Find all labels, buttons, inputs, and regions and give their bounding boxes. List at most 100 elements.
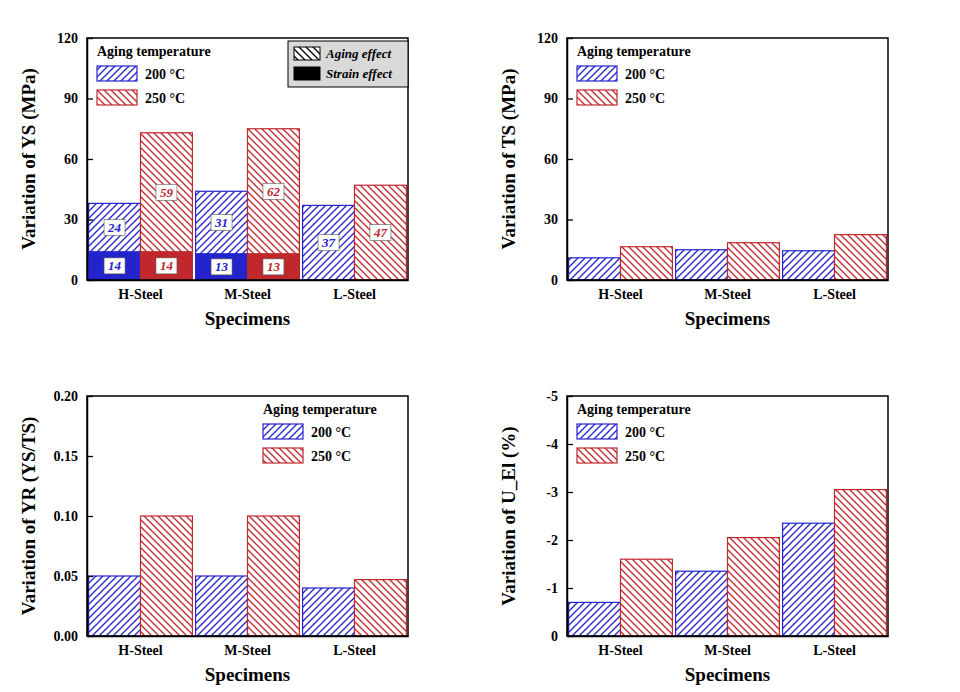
data-label-group: 14 — [156, 258, 177, 274]
x-tick-label: M-Steel — [704, 643, 751, 658]
x-axis: H-Steel M-Steel L-Steel — [88, 637, 409, 658]
x-axis-title: Specimens — [205, 664, 291, 685]
effects-legend: Aging effectStrain effect — [288, 41, 408, 87]
x-axis: H-SteelM-SteelL-Steel — [88, 281, 409, 302]
plot-area — [89, 129, 407, 280]
data-label-group: 13 — [263, 259, 284, 275]
data-label-box — [370, 225, 391, 241]
data-label-group: 62 — [263, 183, 284, 199]
y-axis-title: Variation of YS (MPa) — [18, 68, 40, 250]
x-axis-line — [88, 636, 409, 638]
y-tick-label: 0.05 — [54, 569, 79, 584]
panel: 0.000.050.100.150.20H-SteelM-SteelL-Stee… — [18, 389, 409, 685]
y-tick-label: 120 — [57, 31, 78, 46]
legend: Aging temperature200 °C250 °C — [97, 44, 211, 106]
x-tick: L-Steel — [813, 643, 856, 658]
y-tick-label: 120 — [537, 31, 558, 46]
y-tick-mark — [87, 159, 93, 160]
data-label: 37 — [321, 235, 336, 250]
x-tick: H-Steel — [118, 643, 162, 658]
x-axis-line — [568, 636, 889, 638]
y-tick-label: 0 — [551, 629, 558, 644]
bar — [783, 251, 835, 280]
data-label: 13 — [267, 259, 281, 274]
y-axis-title: Variation of U_El (%) — [498, 426, 520, 605]
legend-label: 250 °C — [311, 449, 351, 464]
legend-title: Aging temperature — [577, 402, 691, 417]
bar — [835, 235, 887, 280]
background — [0, 0, 960, 692]
bar-segment — [355, 185, 407, 280]
y-tick-label: 0 — [71, 273, 78, 288]
y-tick-label: 30 — [64, 212, 78, 227]
y-tick: -5 — [546, 389, 573, 404]
legend-swatch — [263, 424, 303, 439]
y-tick-mark — [87, 456, 93, 457]
data-label-group: 24 — [104, 220, 125, 236]
legend: Aging temperature200 °C250 °C — [263, 402, 377, 464]
y-tick-mark — [567, 588, 573, 589]
y-tick-mark — [87, 38, 93, 39]
y-tick-mark — [567, 38, 573, 39]
y-tick: -4 — [546, 437, 573, 452]
x-tick: L-Steel — [813, 287, 856, 302]
legend-label: 200 °C — [311, 425, 351, 440]
x-tick-label: M-Steel — [704, 287, 751, 302]
data-label-group: 13 — [211, 259, 232, 275]
x-tick-label: L-Steel — [813, 643, 856, 658]
panel: 0306090120H-SteelM-SteelL-SteelVariation… — [498, 31, 889, 329]
x-tick-label: M-Steel — [224, 643, 271, 658]
plot-frame — [87, 38, 408, 280]
legend: Aging temperature200 °C250 °C — [577, 44, 691, 106]
data-label-box — [104, 220, 125, 236]
legend: Aging temperature200 °C250 °C — [577, 402, 691, 464]
x-axis: H-SteelM-SteelL-Steel — [568, 281, 889, 302]
legend-label: 250 °C — [625, 449, 665, 464]
panel: 0-1-2-3-4-5H-SteelM-SteelL-SteelVariatio… — [498, 389, 889, 685]
bar — [783, 523, 835, 636]
y-axis: 0.000.050.100.150.20 — [54, 389, 94, 644]
y-tick-mark — [87, 396, 93, 397]
y-tick-label: 60 — [64, 152, 78, 167]
y-tick: 60 — [64, 152, 93, 167]
bar-segment — [303, 205, 355, 280]
x-tick: L-Steel — [333, 643, 376, 658]
effects-legend-swatch — [294, 67, 320, 80]
x-tick: L-Steel — [333, 287, 376, 302]
y-tick-label: 90 — [544, 91, 558, 106]
y-tick: 0.10 — [54, 509, 94, 524]
x-tick: H-Steel — [598, 643, 642, 658]
data-label: 14 — [108, 258, 122, 273]
y-tick: -2 — [546, 533, 573, 548]
x-axis-title: Specimens — [685, 308, 771, 329]
x-axis-line — [568, 280, 889, 282]
y-tick-label: 0.15 — [54, 449, 79, 464]
x-tick-label: H-Steel — [118, 643, 162, 658]
bar — [303, 588, 355, 636]
x-tick-label: M-Steel — [224, 287, 271, 302]
x-tick: M-Steel — [224, 643, 271, 658]
data-label-group: 37 — [318, 235, 339, 251]
legend-label: 200 °C — [625, 67, 665, 82]
chart-svg: 142413313714591362470306090120H-SteelM-S… — [0, 0, 960, 692]
bar-segment — [141, 133, 193, 252]
data-label: 31 — [214, 215, 228, 230]
bar-segment — [248, 129, 300, 254]
x-tick-label: L-Steel — [333, 643, 376, 658]
y-tick-label: -1 — [546, 581, 558, 596]
y-axis-title: Variation of TS (MPa) — [498, 68, 520, 249]
data-labels: 14241331371459136247 — [104, 183, 391, 275]
legend-label: 250 °C — [145, 91, 185, 106]
bar — [728, 243, 780, 280]
bar — [676, 571, 728, 636]
data-label: 14 — [160, 258, 174, 273]
x-tick-label: H-Steel — [598, 643, 642, 658]
y-tick-mark — [567, 98, 573, 99]
x-axis: H-Steel M-Steel L-Steel — [568, 637, 889, 658]
plot-area — [569, 490, 887, 636]
bar-segment — [196, 191, 248, 254]
panel: 142413313714591362470306090120H-SteelM-S… — [18, 31, 409, 329]
data-label-box — [104, 258, 125, 274]
y-tick: 0.15 — [54, 449, 94, 464]
x-tick-label: L-Steel — [333, 287, 376, 302]
